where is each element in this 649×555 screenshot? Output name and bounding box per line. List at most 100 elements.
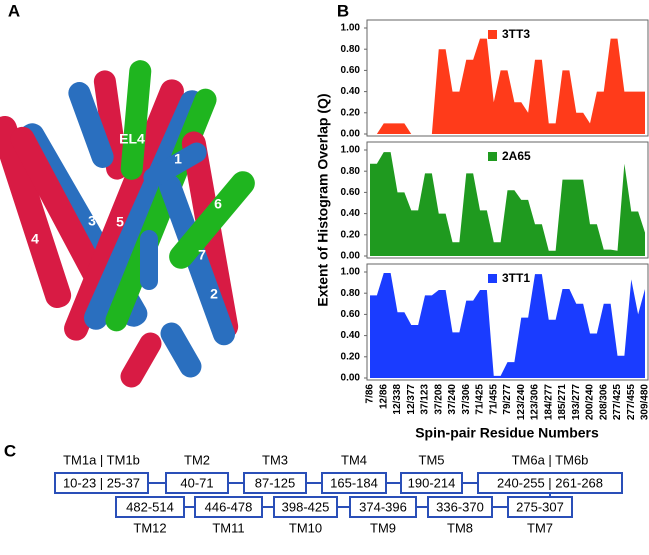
x-tick-label: 79/277	[502, 384, 513, 415]
segment-box	[349, 496, 417, 518]
segment-box	[507, 496, 573, 518]
x-tick-label: 277/455	[626, 384, 637, 421]
helix-label: 2	[210, 286, 218, 302]
helix	[93, 70, 129, 180]
segment-range: 374-396	[359, 499, 407, 514]
legend-swatch	[488, 152, 497, 161]
helix	[143, 142, 207, 188]
helix	[68, 82, 114, 168]
area	[370, 38, 645, 134]
segment-box	[54, 472, 149, 494]
segment-box	[400, 472, 463, 494]
y-tick-label: 0.60	[341, 187, 361, 198]
helix	[158, 174, 236, 346]
x-tick-label: 123/306	[530, 384, 541, 421]
segment-label: TM10	[289, 520, 322, 535]
helix	[64, 79, 184, 341]
area	[370, 273, 645, 378]
y-tick-label: 0.00	[341, 373, 361, 384]
segment-label: TM6a | TM6b	[512, 452, 589, 467]
legend-label: 3TT1	[502, 271, 530, 285]
topology-diagram: 10-23 | 25-37 TM1a | TM1b 40-71 TM2 87-125 TM…	[54, 452, 623, 535]
y-tick-label: 0.20	[341, 229, 361, 240]
helix-label: EL4	[119, 131, 145, 147]
y-tick-label: 0.20	[341, 351, 361, 362]
x-tick-label: 184/277	[543, 384, 554, 421]
segment-box	[115, 496, 185, 518]
structure-labels: EL4 1 6 3 5 4 7 2	[31, 131, 222, 302]
helix-label: 4	[31, 231, 39, 247]
legend-label: 2A65	[502, 149, 531, 163]
area	[370, 152, 645, 256]
y-tick-label: 0.20	[341, 107, 361, 118]
helix	[120, 332, 162, 388]
helix	[169, 171, 255, 269]
segment-box	[165, 472, 229, 494]
helix	[160, 322, 202, 378]
segment-box	[243, 472, 307, 494]
y-tick-label: 0.80	[341, 288, 361, 299]
segment-range: 336-370	[436, 499, 484, 514]
y-axis-label: Extent of Histogram Overlap (Q)	[315, 93, 331, 306]
segment-label: TM7	[527, 520, 553, 535]
x-tick-label: 37/240	[447, 384, 458, 415]
helix-label: 7	[198, 247, 206, 263]
segment-range: 165-184	[330, 475, 378, 490]
x-tick-label: 37/208	[433, 384, 444, 415]
y-tick-label: 0.00	[341, 129, 361, 140]
segment-range: 275-307	[516, 499, 564, 514]
helix-label: 1	[174, 151, 182, 167]
y-tick-label: 0.40	[341, 208, 361, 219]
y-tick-label: 1.00	[341, 267, 361, 278]
y-tick-label: 1.00	[341, 23, 361, 34]
segment-label: TM5	[419, 452, 445, 467]
x-tick-label: 37/123	[420, 384, 431, 415]
x-tick-label: 12/338	[392, 384, 403, 415]
segment-box	[273, 496, 338, 518]
x-tick-label: 208/306	[598, 384, 609, 421]
helix-label: 5	[116, 214, 124, 230]
segment-label: TM1a | TM1b	[63, 452, 140, 467]
segment-label: TM9	[370, 520, 396, 535]
x-tick-label: 309/480	[640, 384, 649, 421]
x-tick-label: 277/425	[612, 384, 623, 421]
helix	[140, 230, 158, 290]
x-tick-label: 12/377	[406, 384, 417, 415]
structure-render	[0, 60, 255, 388]
segment-label: TM3	[262, 452, 288, 467]
segment-range: 240-255 | 261-268	[497, 475, 603, 490]
helix	[0, 115, 72, 309]
y-tick-label: 0.80	[341, 44, 361, 55]
segment-range: 87-125	[255, 475, 295, 490]
legend-swatch	[488, 274, 497, 283]
x-tick-label: 185/271	[557, 384, 568, 421]
helix-label: 6	[214, 196, 222, 212]
x-tick-label: 71/455	[488, 384, 499, 415]
segment-label: TM12	[133, 520, 166, 535]
segment-range: 398-425	[282, 499, 330, 514]
helix	[120, 60, 152, 180]
x-tick-label: 193/277	[571, 384, 582, 421]
panel-label: C	[4, 441, 16, 460]
segment-range: 40-71	[180, 475, 213, 490]
y-tick-label: 0.40	[341, 86, 361, 97]
x-tick-label: 12/86	[378, 384, 389, 409]
segment-range: 10-23 | 25-37	[63, 475, 140, 490]
y-tick-label: 0.60	[341, 309, 361, 320]
segment-box	[477, 472, 623, 494]
segment-box	[427, 496, 493, 518]
y-tick-label: 0.00	[341, 251, 361, 262]
x-tick-label: 71/425	[475, 384, 486, 415]
segment-label: TM2	[184, 452, 210, 467]
segment-label: TM8	[447, 520, 473, 535]
panel-label: A	[8, 1, 20, 20]
y-tick-label: 1.00	[341, 145, 361, 156]
x-tick-label: 123/240	[516, 384, 527, 421]
y-tick-label: 0.60	[341, 65, 361, 76]
y-tick-label: 0.80	[341, 166, 361, 177]
segment-range: 190-214	[408, 475, 456, 490]
x-tick-label: 37/306	[461, 384, 472, 415]
segment-label: TM11	[212, 520, 244, 535]
panel-label: B	[337, 1, 349, 20]
